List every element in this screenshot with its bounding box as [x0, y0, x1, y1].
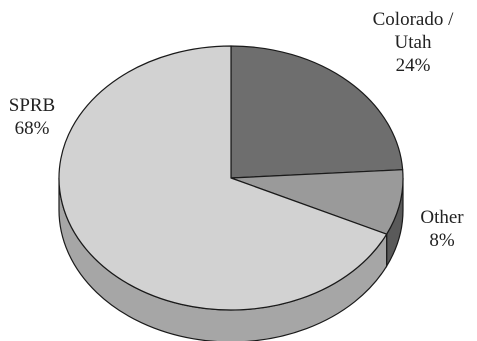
slice-label-sprb-line-1: SPRB	[8, 95, 56, 116]
slice-label-colorado-utah-line-2: Utah	[394, 32, 432, 53]
pie-slice-sprb	[58, 45, 388, 311]
slice-label-colorado-utah: Colorado / Utah 24%	[358, 8, 468, 77]
slice-value-sprb: 68%	[14, 118, 50, 139]
slice-value-colorado-utah: 24%	[395, 55, 431, 76]
slice-label-other: Other 8%	[407, 206, 477, 252]
slice-label-other-line-1: Other	[420, 207, 464, 228]
slice-label-sprb: SPRB 68%	[0, 94, 64, 140]
slice-label-colorado-utah-line-1: Colorado /	[372, 9, 454, 30]
pie-slice-colorado-utah	[230, 45, 404, 179]
slice-value-other: 8%	[429, 230, 455, 251]
